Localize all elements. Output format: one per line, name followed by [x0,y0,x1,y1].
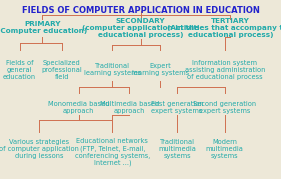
Text: Traditional
learning systems: Traditional learning systems [84,63,141,76]
Text: Modern
multimedia
systems: Modern multimedia systems [206,139,244,159]
Text: PRIMARY
(Computer education): PRIMARY (Computer education) [0,21,87,34]
Text: Second generation
expert systems: Second generation expert systems [193,101,256,114]
Text: TERTIARY
(Activities that accompany the
educational process): TERTIARY (Activities that accompany the … [167,18,281,38]
Text: First generation
expert systems: First generation expert systems [151,101,203,114]
Text: FIELDS OF COMPUTER APPLICATION IN EDUCATION: FIELDS OF COMPUTER APPLICATION IN EDUCAT… [22,6,259,15]
Text: Multimedia based
approach: Multimedia based approach [99,101,159,114]
Text: Information system
assisting administration
of educational process: Information system assisting administrat… [185,60,265,80]
Text: Various strategies
of computer application
during lessons: Various strategies of computer applicati… [0,139,79,159]
Text: Expert
learning systems: Expert learning systems [132,63,189,76]
Text: Fields of
general
education: Fields of general education [3,60,36,80]
Text: Educational networks
(FTP, Telnet, E-mail,
conferencing systems,
Internet ...): Educational networks (FTP, Telnet, E-mai… [75,138,150,166]
Text: Monomedia based
approach: Monomedia based approach [48,101,109,114]
Text: Specialized
professional
field: Specialized professional field [41,60,82,80]
Text: Traditional
multimedia
systems: Traditional multimedia systems [158,139,196,159]
Text: SECONDARY
(computer application in the
educational process): SECONDARY (computer application in the e… [82,18,199,38]
